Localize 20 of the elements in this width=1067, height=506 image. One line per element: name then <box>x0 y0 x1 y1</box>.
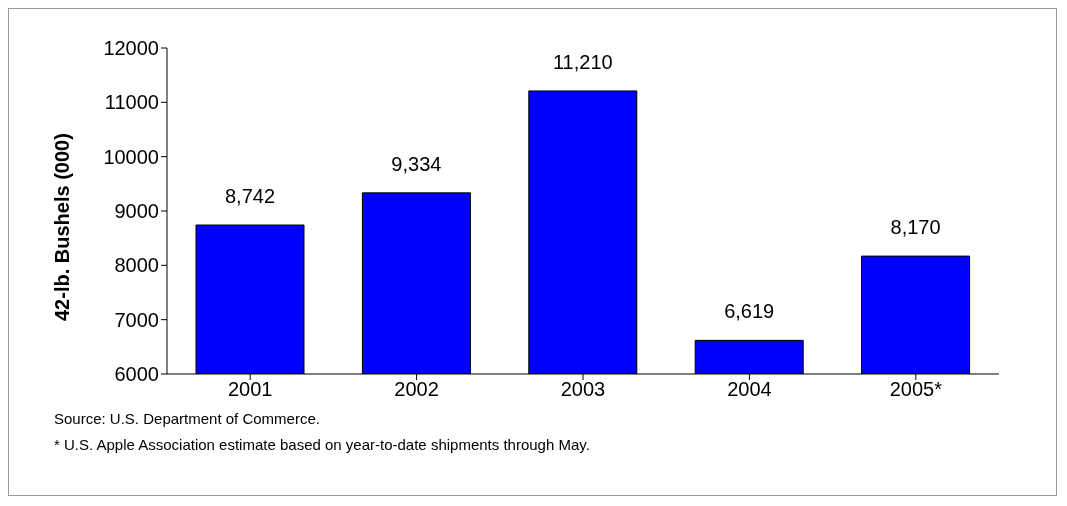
text: * U.S. Apple Association estimate based on year-to-date shipments through May. <box>54 435 591 455</box>
data-label: 6,619 <box>724 300 775 323</box>
y-tick-label: 7000 <box>114 308 159 331</box>
x-tick-label: 2002 <box>394 378 439 401</box>
x-tick-label: 2001 <box>227 378 273 401</box>
y-tick-label: 9000 <box>114 200 159 223</box>
data-label: 9,334 <box>391 152 442 175</box>
data-label: 11,210 <box>552 50 613 73</box>
data-label: 8,170 <box>890 216 941 239</box>
y-tick-label: 10000 <box>103 145 159 168</box>
y-tick-label: 6000 <box>114 363 159 386</box>
y-tick-label: 11000 <box>104 91 159 114</box>
y-axis-title: 42-lb. Bushels (000) <box>51 133 74 321</box>
x-tick-label: 2005* <box>889 378 943 401</box>
x-tick-label: 2003 <box>560 378 606 401</box>
x-tick-label: 2004 <box>727 378 772 401</box>
y-tick-label: 12000 <box>103 37 159 60</box>
data-label: 8,742 <box>224 185 276 208</box>
source-note: Source: U.S. Department of Commerce. <box>54 409 321 429</box>
y-tick-label: 8000 <box>114 254 159 277</box>
